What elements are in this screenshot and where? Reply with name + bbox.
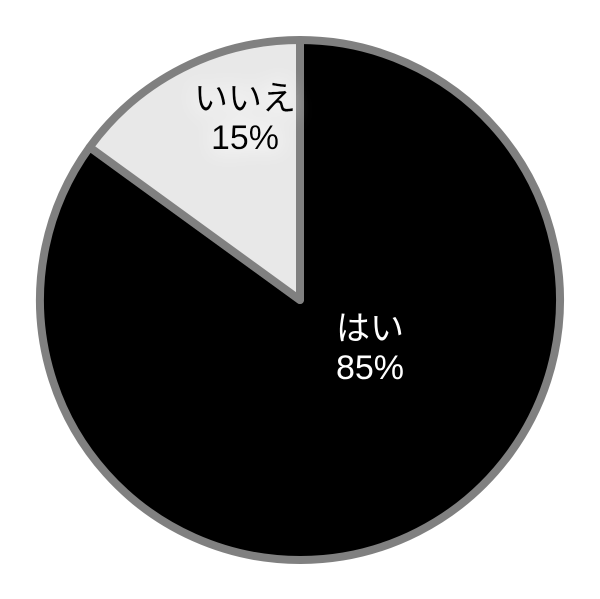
pie-chart: はい85%いいえ15% [0,0,600,599]
pie-label-はい: はい85% [336,310,404,387]
